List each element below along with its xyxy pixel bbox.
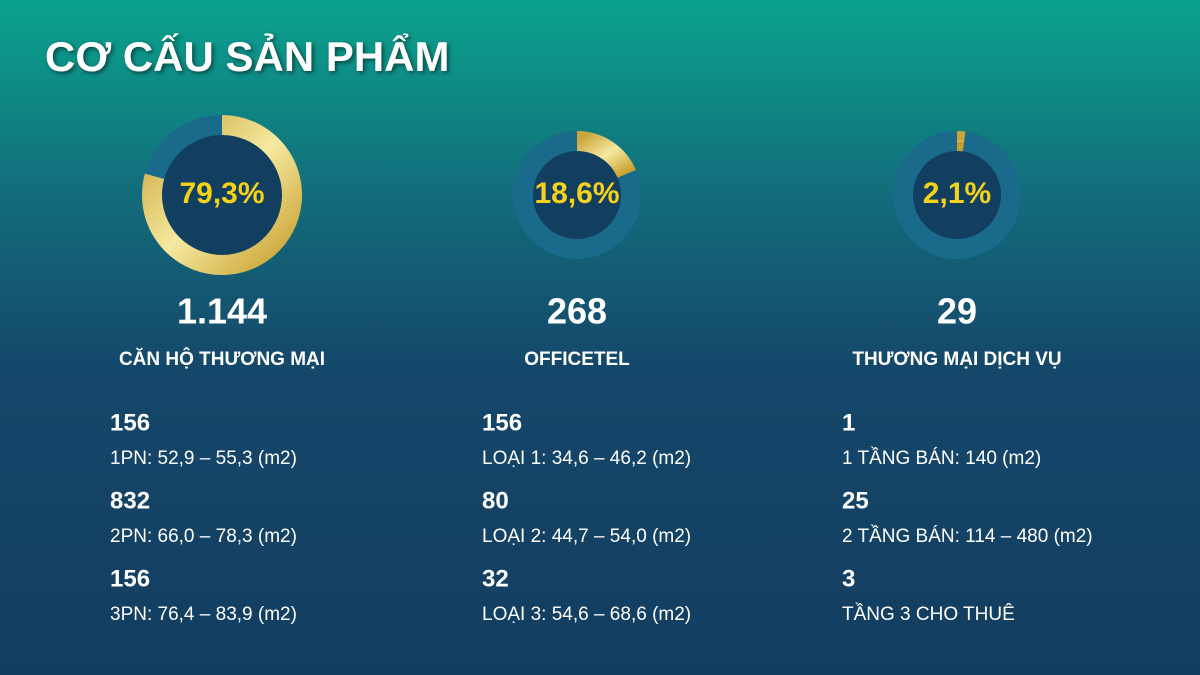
item-count: 80	[482, 487, 509, 514]
item-count: 32	[482, 565, 509, 592]
ring-arc	[142, 115, 302, 275]
item-desc: LOẠI 1: 34,6 – 46,2 (m2)	[482, 448, 691, 469]
category-name: CĂN HỘ THƯƠNG MẠI	[119, 348, 325, 370]
ring-center	[162, 135, 282, 255]
item-desc: 2PN: 66,0 – 78,3 (m2)	[110, 526, 297, 547]
item-count: 3	[842, 565, 855, 592]
ring-center	[533, 151, 621, 239]
ring-arc	[576, 131, 636, 179]
item-count: 25	[842, 487, 869, 514]
item-count: 1	[842, 409, 855, 436]
item-desc: LOẠI 2: 44,7 – 54,0 (m2)	[482, 526, 691, 547]
category-name: OFFICETEL	[524, 349, 630, 370]
item-count: 156	[110, 565, 150, 592]
percent-label: 79,3%	[179, 177, 264, 210]
item-count: 156	[482, 409, 522, 436]
title: CƠ CẤU SẢN PHẨM	[45, 32, 450, 80]
total-count: 1.144	[177, 291, 267, 332]
item-count: 156	[110, 409, 150, 436]
category-name: THƯƠNG MẠI DỊCH VỤ	[852, 349, 1061, 370]
item-desc: 1 TẦNG BÁN: 140 (m2)	[842, 447, 1041, 469]
percent-label: 18,6%	[534, 177, 619, 210]
total-count: 29	[937, 291, 977, 332]
item-desc: 1PN: 52,9 – 55,3 (m2)	[110, 448, 297, 469]
item-desc: 2 TẦNG BÁN: 114 – 480 (m2)	[842, 525, 1093, 547]
item-desc: LOẠI 3: 54,6 – 68,6 (m2)	[482, 604, 691, 625]
item-count: 832	[110, 487, 150, 514]
item-desc: TẦNG 3 CHO THUÊ	[842, 603, 1015, 625]
total-count: 268	[547, 291, 607, 332]
percent-label: 2,1%	[923, 177, 991, 210]
ring-center	[913, 151, 1001, 239]
item-desc: 3PN: 76,4 – 83,9 (m2)	[110, 604, 297, 625]
